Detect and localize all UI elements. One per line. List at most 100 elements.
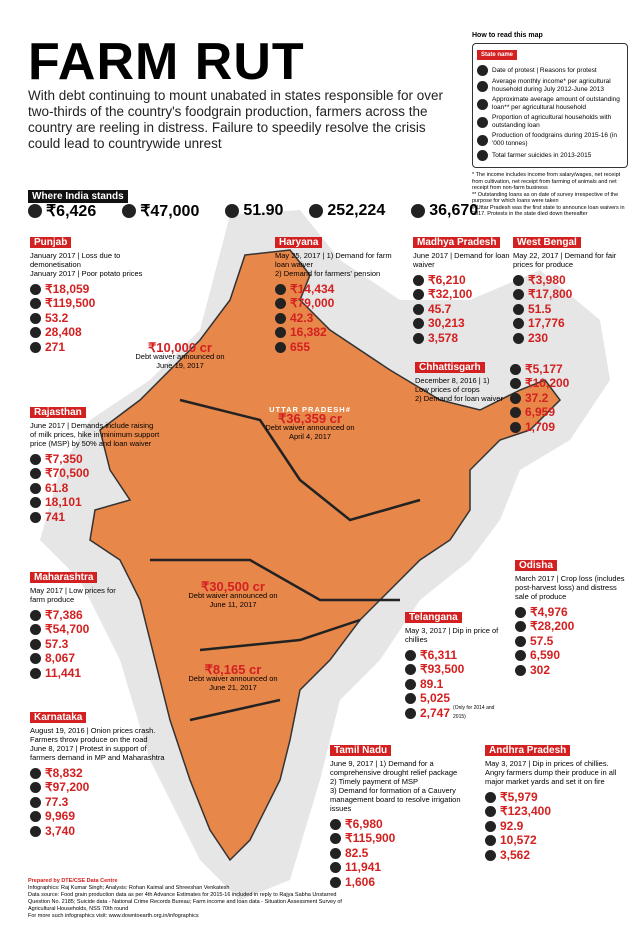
india-stat: 252,224 [309,202,385,220]
stat-icon [330,833,341,845]
protest: June 2017 | Demands include raising of m… [30,421,160,448]
stat-value: ₹115,900 [345,831,396,846]
stat-value: ₹6,210 [428,272,466,287]
stat-icon [30,497,41,509]
stat-icon [405,649,416,661]
stat-row: 5,025 [405,692,505,707]
stat-value: 51.5 [528,301,552,316]
stat-icon [405,707,416,719]
stat-row: 9,969 [30,810,170,825]
stat-icon [30,511,41,523]
stat-value: 16,382 [290,325,327,340]
protest: May 2017 | Low prices for farm produce [30,586,116,604]
stat-note: (Only for 2014 and 2015) [453,705,495,721]
stat-value: ₹123,400 [500,804,552,819]
stat-value: 45.7 [428,301,452,316]
stat-value: 9,969 [45,809,76,824]
stat-value: 89.1 [420,676,444,691]
state-name: Punjab [30,237,72,248]
stat-icon [515,606,526,618]
protest: 2) Demand for farmers' pension [275,269,381,278]
stat-icon [413,303,424,315]
credits: Prepared by DTE/CSE Data Centre Infograph… [28,878,358,920]
stat-icon [30,782,41,794]
stat-icon [413,274,424,286]
legend-note: ** Outstanding loans as on date of surve… [472,191,619,205]
stat-icon [28,204,42,218]
legend-notes: * The income includes income from salary… [472,172,628,218]
stat-row: ₹7,350 [30,452,160,467]
stat-row: 51.5 [513,302,623,317]
stats: ₹6,210 ₹32,100 45.7 30,213 3,578 [413,273,513,346]
stat-icon [485,820,496,832]
stats: ₹14,434 ₹79,000 42.3 16,382 655 [275,282,405,355]
waiver-state: UTTAR PRADESH# [269,405,351,414]
stat-icon [510,378,521,390]
state-name: Maharashtra [30,572,98,583]
stats: ₹7,350 ₹70,500 61.8 18,101 741 [30,452,160,525]
stat-icon [275,283,286,295]
stat-icon [485,835,496,847]
state-name: Madhya Pradesh [413,237,501,248]
stat-row: ₹6,210 [413,273,513,288]
credit: For more such infographics visit: www.do… [28,913,199,919]
stats: ₹5,177 ₹10,200 37.2 6,959 1,709 [510,362,569,435]
stat-row: ₹8,832 [30,766,170,781]
state-block: Tamil Nadu June 9, 2017 | 1) Demand for a… [330,745,475,890]
waiver: ₹30,500 cr Debt waiver announced on June … [188,580,278,609]
state-block: Maharashtra May 2017 | Low prices for far… [30,572,130,681]
stat-value: 11,941 [345,860,382,875]
stat-row: 28,408 [30,326,160,341]
stat-row: ₹14,434 [275,282,405,297]
stat-row: 37.2 [510,391,569,406]
stat-icon [30,811,41,823]
state-name: Tamil Nadu [330,745,392,756]
stat-row: 18,101 [30,496,160,511]
stat-row: 77.3 [30,795,170,810]
stat-value: 6,959 [525,405,556,420]
stat-row: 30,213 [413,317,513,332]
stat-value: 77.3 [45,794,69,809]
stat-icon [30,468,41,480]
stat-icon [485,806,496,818]
waiver-amount: ₹36,359 cr [278,411,342,426]
stat-row: 1,606 [330,875,475,890]
protest: June 9, 2017 | 1) Demand for a comprehen… [330,759,458,777]
protest: May 25, 2017 | 1) Demand for farm loan w… [275,251,392,269]
stat-icon [510,421,521,433]
legend-icon [477,134,488,146]
stat-row: ₹97,200 [30,781,170,796]
stat-icon [30,796,41,808]
state-name: Haryana [275,237,323,248]
stats: ₹18,059 ₹119,500 53.2 28,408 271 [30,282,160,355]
stat-value: ₹10,200 [525,376,570,391]
stat-row: ₹79,000 [275,297,405,312]
legend-icon [477,150,488,161]
legend-text: Average monthly income* per agricultural… [492,78,611,93]
stat-icon [30,667,41,679]
state-name: Andhra Pradesh [485,745,571,756]
india-stat: ₹6,426 [28,202,96,220]
state-block: West Bengal May 22, 2017 | Demand for fai… [513,237,623,346]
stat-icon [413,332,424,344]
credit: Prepared by DTE/CSE Data Centre [28,878,118,884]
india-value: 252,224 [327,202,386,219]
state-block: Odisha March 2017 | Crop loss (includes p… [515,560,625,678]
stat-value: 42.3 [290,310,314,325]
stat-value: 11,441 [45,665,82,680]
legend-text: State name [477,50,518,60]
stat-icon [275,327,286,339]
stat-value: 82.5 [345,845,369,860]
stat-icon [405,693,416,705]
stat-row: ₹32,100 [413,288,513,303]
stat-row: 6,959 [510,406,569,421]
state-block: Telangana May 3, 2017 | Dip in price of c… [405,612,505,721]
stat-row: 271 [30,340,160,355]
state-name: Telangana [405,612,462,623]
stat-icon [485,791,496,803]
stat-row: ₹7,386 [30,608,130,623]
legend-box: State name Date of protest | Reasons for … [472,43,628,168]
stat-value: 741 [45,509,66,524]
stat-icon [309,204,324,218]
stat-icon [513,289,524,301]
